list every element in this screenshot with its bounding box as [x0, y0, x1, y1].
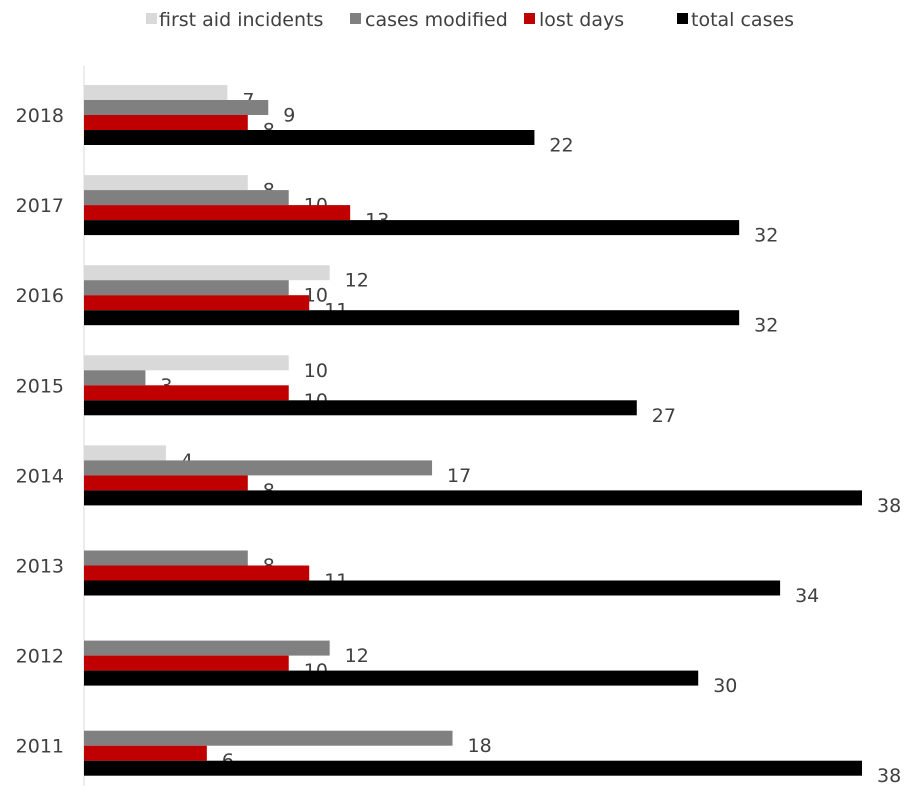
bar-lost-days-2011 — [84, 745, 207, 761]
data-label-total-cases-2013: 34 — [795, 585, 819, 607]
bar-lost-days-2015 — [84, 385, 289, 401]
data-label-cases-modified-2016: 10 — [304, 285, 328, 307]
bar-lost-days-2016 — [84, 295, 310, 311]
bar-first-aid-incidents-2015 — [84, 355, 289, 371]
data-label-total-cases-2018: 22 — [549, 135, 573, 157]
bar-cases-modified-2011 — [84, 730, 453, 746]
bar-cases-modified-2016 — [84, 280, 289, 296]
bar-total-cases-2012 — [84, 670, 699, 686]
bar-first-aid-incidents-2016 — [84, 265, 330, 281]
data-label-cases-modified-2011: 18 — [468, 735, 492, 757]
bar-cases-modified-2013 — [84, 550, 248, 566]
bar-total-cases-2016 — [84, 310, 740, 326]
data-label-total-cases-2012: 30 — [713, 675, 737, 697]
bar-cases-modified-2014 — [84, 460, 433, 476]
data-label-total-cases-2017: 32 — [754, 225, 778, 247]
legend-swatch — [524, 13, 535, 24]
legend-swatch — [146, 13, 157, 24]
bar-total-cases-2015 — [84, 400, 637, 416]
bar-first-aid-incidents-2017 — [84, 175, 248, 191]
legend-label: first aid incidents — [159, 9, 323, 31]
legend-swatch — [350, 13, 361, 24]
data-label-cases-modified-2012: 12 — [345, 645, 369, 667]
legend-item-lost-days: lost days — [524, 9, 624, 31]
category-label-2016: 2016 — [16, 285, 64, 307]
bar-lost-days-2018 — [84, 115, 248, 130]
bar-lost-days-2012 — [84, 655, 289, 671]
category-label-2014: 2014 — [16, 465, 64, 487]
data-label-total-cases-2014: 38 — [877, 495, 901, 517]
category-label-2013: 2013 — [16, 556, 64, 578]
legend-item-total-cases: total cases — [677, 9, 794, 31]
bar-lost-days-2017 — [84, 205, 351, 221]
category-label-2011: 2011 — [16, 736, 64, 758]
legend-label: lost days — [539, 9, 624, 31]
bar-total-cases-2013 — [84, 580, 781, 596]
data-label-cases-modified-2014: 17 — [447, 465, 471, 487]
bar-cases-modified-2015 — [84, 370, 146, 386]
bar-first-aid-incidents-2018 — [84, 85, 228, 100]
bar-cases-modified-2017 — [84, 190, 289, 206]
category-label-2017: 2017 — [16, 195, 64, 217]
legend-swatch — [677, 13, 688, 24]
category-label-2018: 2018 — [16, 105, 64, 127]
bar-first-aid-incidents-2014 — [84, 445, 166, 461]
bar-cases-modified-2018 — [84, 100, 269, 115]
data-label-first-aid-incidents-2016: 12 — [345, 270, 369, 292]
data-label-total-cases-2015: 27 — [652, 405, 676, 427]
category-label-2012: 2012 — [16, 646, 64, 668]
category-label-2015: 2015 — [16, 375, 64, 397]
data-label-first-aid-incidents-2015: 10 — [304, 360, 328, 382]
bar-total-cases-2018 — [84, 130, 535, 145]
bar-total-cases-2011 — [84, 760, 862, 776]
bar-lost-days-2013 — [84, 565, 310, 581]
bar-lost-days-2014 — [84, 475, 248, 491]
data-label-cases-modified-2018: 9 — [283, 105, 295, 127]
bar-cases-modified-2012 — [84, 640, 330, 656]
bar-total-cases-2014 — [84, 490, 862, 506]
legend-label: total cases — [691, 9, 794, 31]
legend-item-cases-modified: cases modified — [350, 9, 508, 31]
legend-label: cases modified — [365, 9, 508, 31]
bar-total-cases-2017 — [84, 220, 740, 236]
data-label-total-cases-2016: 32 — [754, 315, 778, 337]
data-label-total-cases-2011: 38 — [877, 765, 901, 786]
legend-item-first-aid-incidents: first aid incidents — [146, 9, 323, 31]
